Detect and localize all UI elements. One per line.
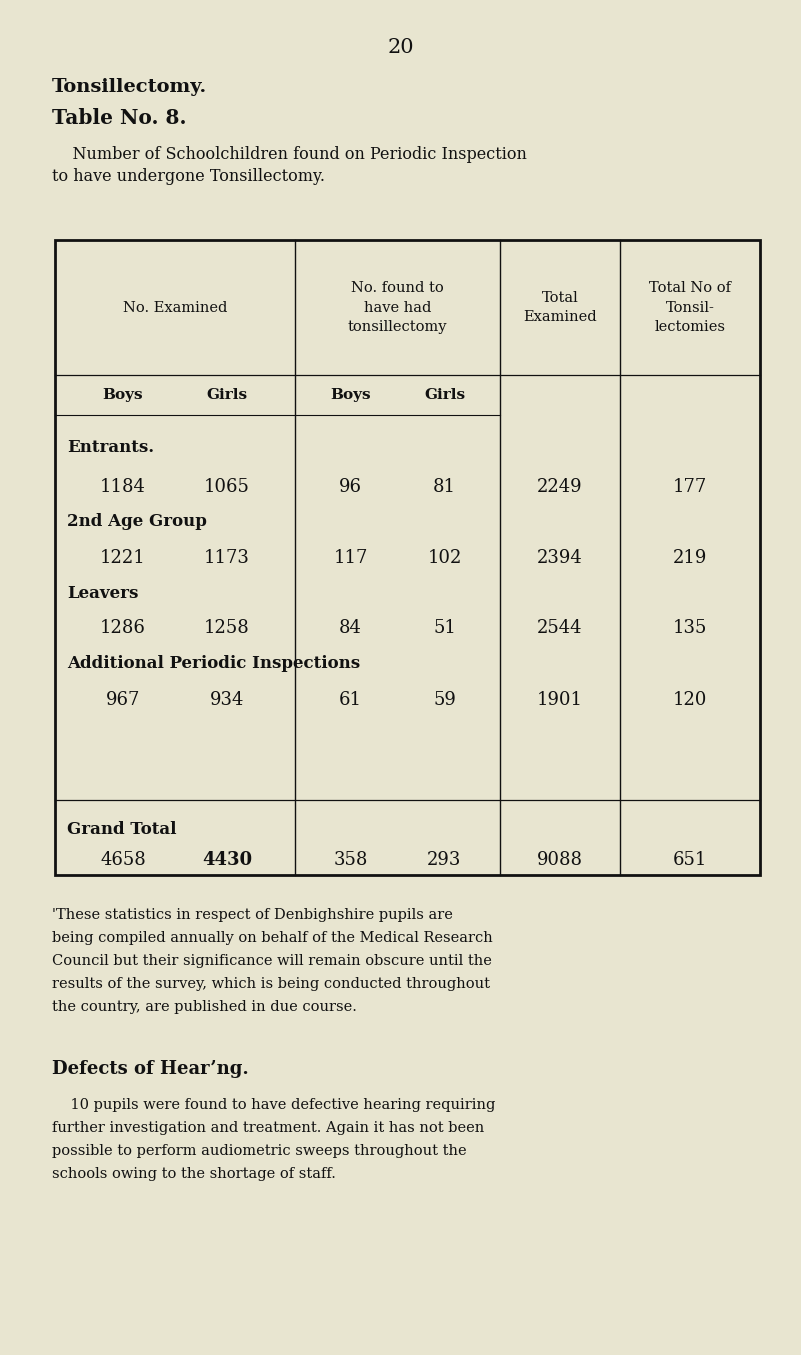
Text: 102: 102 [427,549,461,566]
Text: 81: 81 [433,478,456,496]
Text: 1258: 1258 [204,619,250,637]
Text: to have undergone Tonsillectomy.: to have undergone Tonsillectomy. [52,168,325,186]
Text: the country, are published in due course.: the country, are published in due course… [52,1000,357,1014]
Text: Defects of Hear’ng.: Defects of Hear’ng. [52,1060,249,1079]
Text: 10 pupils were found to have defective hearing requiring: 10 pupils were found to have defective h… [52,1098,495,1112]
Text: 9088: 9088 [537,851,583,869]
Text: 20: 20 [387,38,414,57]
Text: 1065: 1065 [204,478,250,496]
Text: Additional Periodic Inspections: Additional Periodic Inspections [67,654,360,672]
Text: 358: 358 [333,851,368,869]
Text: possible to perform audiometric sweeps throughout the: possible to perform audiometric sweeps t… [52,1144,467,1159]
Text: further investigation and treatment. Again it has not been: further investigation and treatment. Aga… [52,1121,485,1135]
Text: Girls: Girls [207,388,248,402]
Text: 934: 934 [210,691,244,709]
Text: 4430: 4430 [202,851,252,869]
Text: No. found to
have had
tonsillectomy: No. found to have had tonsillectomy [348,280,447,333]
Text: 1173: 1173 [204,549,250,566]
Text: 2nd Age Group: 2nd Age Group [67,514,207,531]
Text: Tonsillectomy.: Tonsillectomy. [52,79,207,96]
Text: Leavers: Leavers [67,584,139,602]
Text: results of the survey, which is being conducted throughout: results of the survey, which is being co… [52,977,490,991]
Text: Total No of
Tonsil-
lectomies: Total No of Tonsil- lectomies [649,280,731,333]
Text: Table No. 8.: Table No. 8. [52,108,187,127]
Text: Council but their significance will remain obscure until the: Council but their significance will rema… [52,954,492,967]
Text: 61: 61 [339,691,362,709]
Text: 117: 117 [333,549,368,566]
Text: 59: 59 [433,691,456,709]
Text: schools owing to the shortage of staff.: schools owing to the shortage of staff. [52,1167,336,1182]
Text: Boys: Boys [103,388,143,402]
Text: 4658: 4658 [100,851,146,869]
Text: 293: 293 [427,851,461,869]
Text: being compiled annually on behalf of the Medical Research: being compiled annually on behalf of the… [52,931,493,944]
Text: 651: 651 [673,851,707,869]
Text: Total
Examined: Total Examined [523,291,597,324]
Text: 967: 967 [106,691,140,709]
Text: Entrants.: Entrants. [67,439,154,457]
Text: Number of Schoolchildren found on Periodic Inspection: Number of Schoolchildren found on Period… [52,146,527,163]
Text: 84: 84 [339,619,362,637]
Text: 51: 51 [433,619,456,637]
Text: Grand Total: Grand Total [67,821,176,839]
Text: 2544: 2544 [537,619,583,637]
Text: 2394: 2394 [537,549,583,566]
Text: 2249: 2249 [537,478,583,496]
Text: 219: 219 [673,549,707,566]
Text: Girls: Girls [424,388,465,402]
Text: 96: 96 [339,478,362,496]
Text: 1901: 1901 [537,691,583,709]
Text: 120: 120 [673,691,707,709]
Text: Boys: Boys [330,388,371,402]
Text: 177: 177 [673,478,707,496]
Bar [55,240,760,875]
Text: 'These statistics in respect of Denbighshire pupils are: 'These statistics in respect of Denbighs… [52,908,453,921]
Text: 1221: 1221 [100,549,146,566]
Text: 135: 135 [673,619,707,637]
Text: 1286: 1286 [100,619,146,637]
Text: 1184: 1184 [100,478,146,496]
Text: No. Examined: No. Examined [123,301,227,314]
